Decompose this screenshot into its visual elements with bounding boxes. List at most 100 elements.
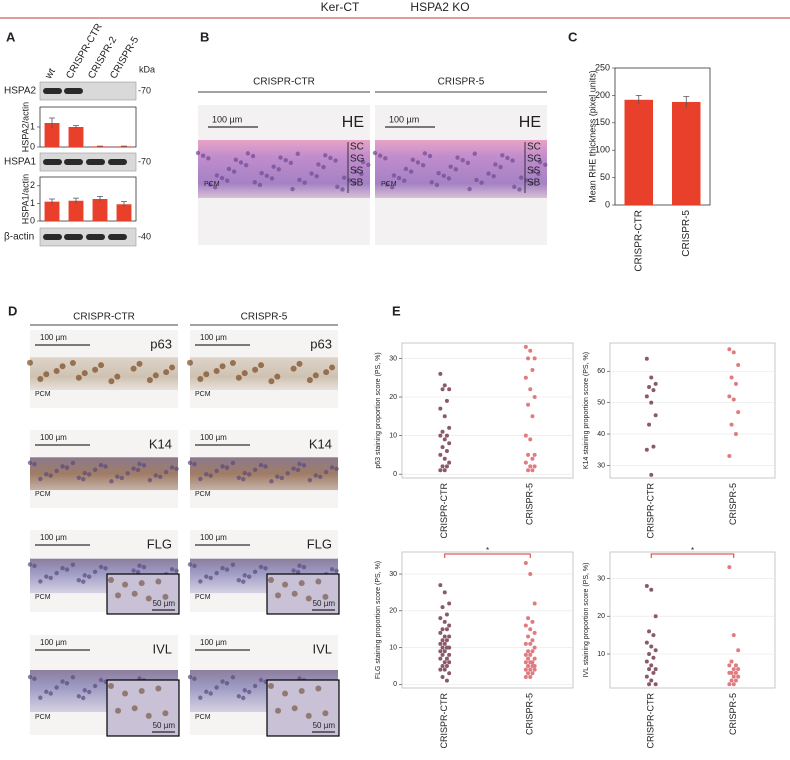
nucleus [279,475,284,481]
point [653,413,658,418]
point [447,441,452,446]
nucleus [136,360,143,367]
nucleus [263,464,268,469]
layer-label: SC [527,142,541,153]
point [442,414,447,419]
point [727,670,732,675]
point [440,464,445,469]
point [530,619,535,624]
nucleus [76,578,82,583]
nucleus [87,689,92,695]
nucleus [137,563,142,568]
point [653,667,658,672]
nucleus [322,710,329,717]
point [440,645,445,650]
nucleus [275,592,282,599]
nucleus [245,151,251,156]
point [526,656,531,661]
point [440,674,445,679]
nucleus [390,185,395,190]
nucleus [297,563,302,568]
nucleus [163,469,169,475]
nucleus [214,173,220,178]
point [442,468,447,473]
nucleus [125,471,130,476]
point [526,356,531,361]
nucleus [283,158,288,163]
point [649,375,654,380]
header-right: HSPA2 KO [410,0,469,14]
point [442,667,447,672]
x-tick-label: CRISPR-5 [728,483,738,525]
point [733,432,738,437]
point [731,633,736,638]
nucleus [48,473,53,478]
panel-label: D [8,303,17,318]
bar [68,127,84,147]
point [727,682,732,687]
nucleus [115,592,122,599]
column-header: CRISPR-5 [241,312,288,323]
y-tick-label: 30 [597,462,605,469]
nucleus [403,166,409,172]
point [727,454,732,459]
nucleus [359,171,364,177]
nucleus [229,359,236,366]
inset-scale-label: 50 µm [153,721,176,730]
point [438,630,443,635]
nucleus [258,677,264,683]
y-axis-label: FLG staining proportion score (PS, %) [375,561,382,679]
nucleus [448,164,453,169]
nucleus [103,566,108,571]
nucleus [213,367,220,374]
point [532,452,537,457]
nucleus [162,593,169,600]
point [438,649,443,654]
point [733,670,738,675]
nucleus [305,712,312,719]
stain-label: FLG [307,536,332,551]
nucleus [295,151,300,156]
nucleus [69,359,76,366]
nucleus [329,567,335,572]
nucleus [241,695,246,701]
point [647,652,652,656]
point [523,674,528,679]
nucleus [153,473,158,478]
nucleus [307,477,313,483]
inset-scale-label: 50 µm [313,599,336,608]
nucleus [422,151,428,156]
point [444,398,449,403]
point [653,648,658,653]
bar [92,146,108,147]
x-tick-label: CRISPR-CTR [646,483,656,539]
nucleus [498,164,503,170]
nucleus [252,467,258,472]
nucleus [155,578,162,585]
nucleus [92,366,99,373]
error-bar [121,201,127,207]
stain-label: FLG [147,536,172,551]
point [736,410,741,415]
nucleus [38,695,43,700]
nucleus [334,466,339,472]
nucleus [198,476,203,482]
nucleus [200,153,206,158]
nucleus [258,362,265,369]
nucleus [48,691,53,696]
point [444,449,449,453]
y-tick-label: 30 [389,571,397,578]
point [647,682,652,687]
point [442,649,447,654]
stain-label: IVL [152,641,172,656]
point [438,583,443,588]
nucleus [252,569,258,575]
pcm-label: PCM [195,714,211,721]
nucleus [384,182,390,187]
panel-label: C [568,29,578,44]
nucleus [214,685,219,690]
point [729,375,734,380]
nucleus [109,479,114,484]
layer-label: SB [350,178,364,189]
point [644,356,649,361]
